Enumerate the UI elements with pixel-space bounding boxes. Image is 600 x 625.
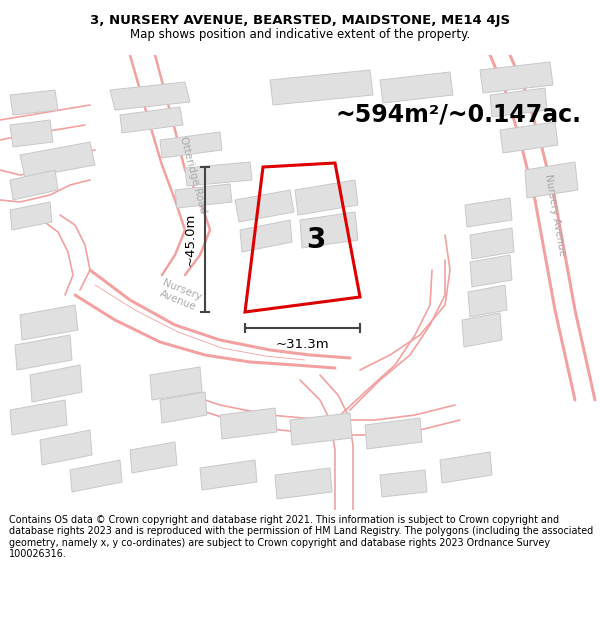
Polygon shape <box>200 460 257 490</box>
Polygon shape <box>10 202 52 230</box>
Text: Otteridge Road: Otteridge Road <box>178 136 208 214</box>
Polygon shape <box>290 413 352 445</box>
Polygon shape <box>110 82 190 110</box>
Polygon shape <box>380 72 453 103</box>
Polygon shape <box>270 70 373 105</box>
Polygon shape <box>10 90 58 115</box>
Polygon shape <box>465 198 512 227</box>
Text: 3: 3 <box>306 226 325 254</box>
Polygon shape <box>525 162 578 198</box>
Text: ~45.0m: ~45.0m <box>184 213 197 266</box>
Polygon shape <box>220 408 277 439</box>
Polygon shape <box>120 107 183 133</box>
Polygon shape <box>300 212 358 248</box>
Polygon shape <box>20 142 95 178</box>
Polygon shape <box>275 468 332 499</box>
Polygon shape <box>235 190 294 222</box>
Polygon shape <box>10 170 58 200</box>
Polygon shape <box>10 400 67 435</box>
Text: Nursery Avenue: Nursery Avenue <box>543 173 567 257</box>
Polygon shape <box>40 430 92 465</box>
Polygon shape <box>462 313 502 347</box>
Text: ~31.3m: ~31.3m <box>275 338 329 351</box>
Polygon shape <box>470 255 512 287</box>
Polygon shape <box>295 180 358 215</box>
Polygon shape <box>20 305 78 340</box>
Text: ~594m²/~0.147ac.: ~594m²/~0.147ac. <box>335 103 581 127</box>
Polygon shape <box>470 228 514 259</box>
Polygon shape <box>490 88 547 117</box>
Polygon shape <box>160 392 207 423</box>
Text: Contains OS data © Crown copyright and database right 2021. This information is : Contains OS data © Crown copyright and d… <box>9 514 593 559</box>
Polygon shape <box>130 442 177 473</box>
Text: 3, NURSERY AVENUE, BEARSTED, MAIDSTONE, ME14 4JS: 3, NURSERY AVENUE, BEARSTED, MAIDSTONE, … <box>90 14 510 27</box>
Polygon shape <box>30 365 82 402</box>
Polygon shape <box>240 220 292 252</box>
Polygon shape <box>10 120 53 147</box>
Polygon shape <box>440 452 492 483</box>
Polygon shape <box>365 418 422 449</box>
Polygon shape <box>15 335 72 370</box>
Polygon shape <box>185 162 252 186</box>
Polygon shape <box>70 460 122 492</box>
Polygon shape <box>160 132 222 158</box>
Text: Map shows position and indicative extent of the property.: Map shows position and indicative extent… <box>130 28 470 41</box>
Polygon shape <box>380 470 427 497</box>
Polygon shape <box>150 367 202 400</box>
Polygon shape <box>480 62 553 93</box>
Polygon shape <box>468 285 507 317</box>
Polygon shape <box>500 122 558 153</box>
Text: Nursery
Avenue: Nursery Avenue <box>157 278 203 312</box>
Polygon shape <box>175 184 232 208</box>
